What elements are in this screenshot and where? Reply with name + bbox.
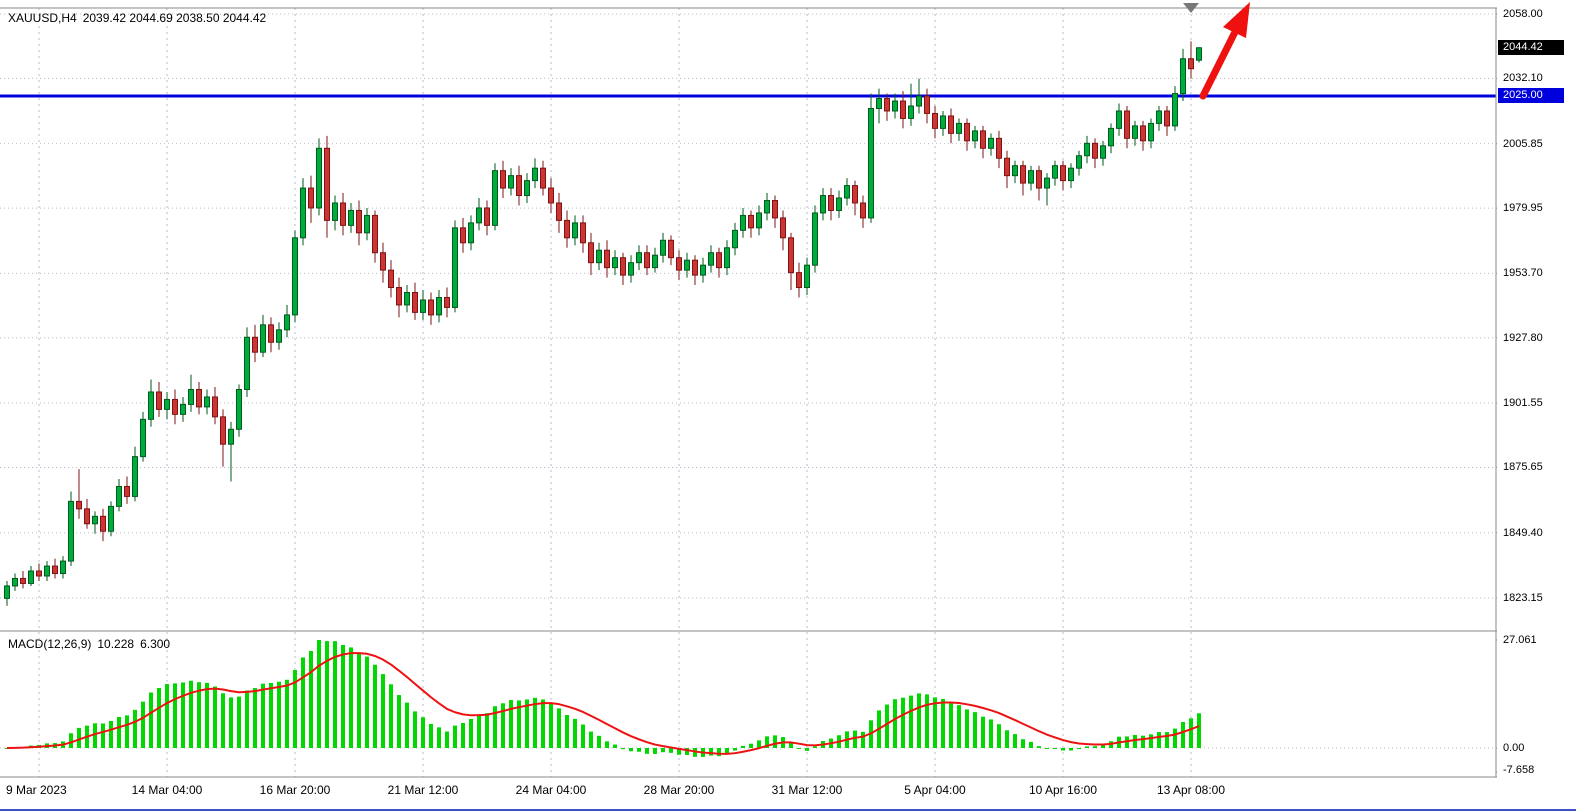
macd-histogram — [5, 640, 1201, 758]
macd-scale-label: 0.00 — [1503, 742, 1525, 754]
chart-frame — [0, 7, 1576, 778]
price-axis-label: 1901.55 — [1503, 397, 1543, 410]
support-level-badge: 2025.00 — [1498, 88, 1564, 104]
time-axis-label: 13 Apr 08:00 — [1156, 783, 1226, 797]
price-axis-label: 2058.00 — [1503, 8, 1543, 20]
macd-name-label: MACD(12,26,9) — [8, 637, 92, 651]
window-bottom-border — [0, 809, 1576, 811]
chart-title: XAUUSD,H4 2039.42 2044.69 2038.50 2044.42 — [8, 11, 272, 25]
time-axis-label: 5 Apr 04:00 — [904, 783, 966, 797]
time-axis[interactable]: 9 Mar 2023 14 Mar 04:00 16 Mar 20:00 21 Mar… — [0, 778, 1496, 809]
time-axis-label: 31 Mar 12:00 — [771, 783, 843, 797]
time-axis-label: 24 Mar 04:00 — [515, 783, 587, 797]
time-axis-label: 16 Mar 20:00 — [259, 783, 331, 797]
macd-signal-line — [6, 652, 1200, 755]
price-axis-label: 1953.70 — [1503, 267, 1543, 280]
time-axis-label: 28 Mar 20:00 — [643, 783, 715, 797]
scroll-shift-marker-icon[interactable] — [1183, 3, 1199, 13]
grid-layer — [0, 8, 1496, 777]
price-axis-label: 1979.95 — [1503, 202, 1543, 215]
price-axis-label: 1875.65 — [1503, 461, 1543, 474]
price-axis-label: 2005.85 — [1503, 137, 1543, 150]
time-axis-label: 10 Apr 16:00 — [1028, 783, 1098, 797]
time-axis-label: 14 Mar 04:00 — [131, 783, 203, 797]
price-axis-label: 1927.80 — [1503, 331, 1543, 344]
price-axis[interactable]: 2044.42 2025.00 2058.00 2032.10 2005.85 197… — [1497, 0, 1576, 811]
ohlc-values-label: 2039.42 2044.69 2038.50 2044.42 — [82, 11, 267, 25]
macd-main-value: 10.228 — [97, 637, 135, 651]
trend-arrow[interactable] — [1199, 2, 1250, 100]
candles-layer — [4, 41, 1202, 606]
price-axis-label: 2032.10 — [1503, 72, 1543, 85]
time-axis-label: 9 Mar 2023 — [6, 783, 67, 797]
price-axis-label: 1823.15 — [1503, 592, 1543, 604]
macd-indicator-label: MACD(12,26,9) 10.228 6.300 — [8, 637, 176, 651]
bid-price-badge: 2044.42 — [1498, 39, 1564, 55]
macd-scale-label: -7.658 — [1503, 764, 1535, 776]
symbol-timeframe-label: XAUUSD,H4 — [8, 11, 77, 25]
macd-scale-label: 27.061 — [1503, 634, 1537, 647]
time-axis-label: 21 Mar 12:00 — [387, 783, 459, 797]
macd-signal-value: 6.300 — [140, 637, 171, 651]
price-axis-label: 1849.40 — [1503, 526, 1543, 539]
